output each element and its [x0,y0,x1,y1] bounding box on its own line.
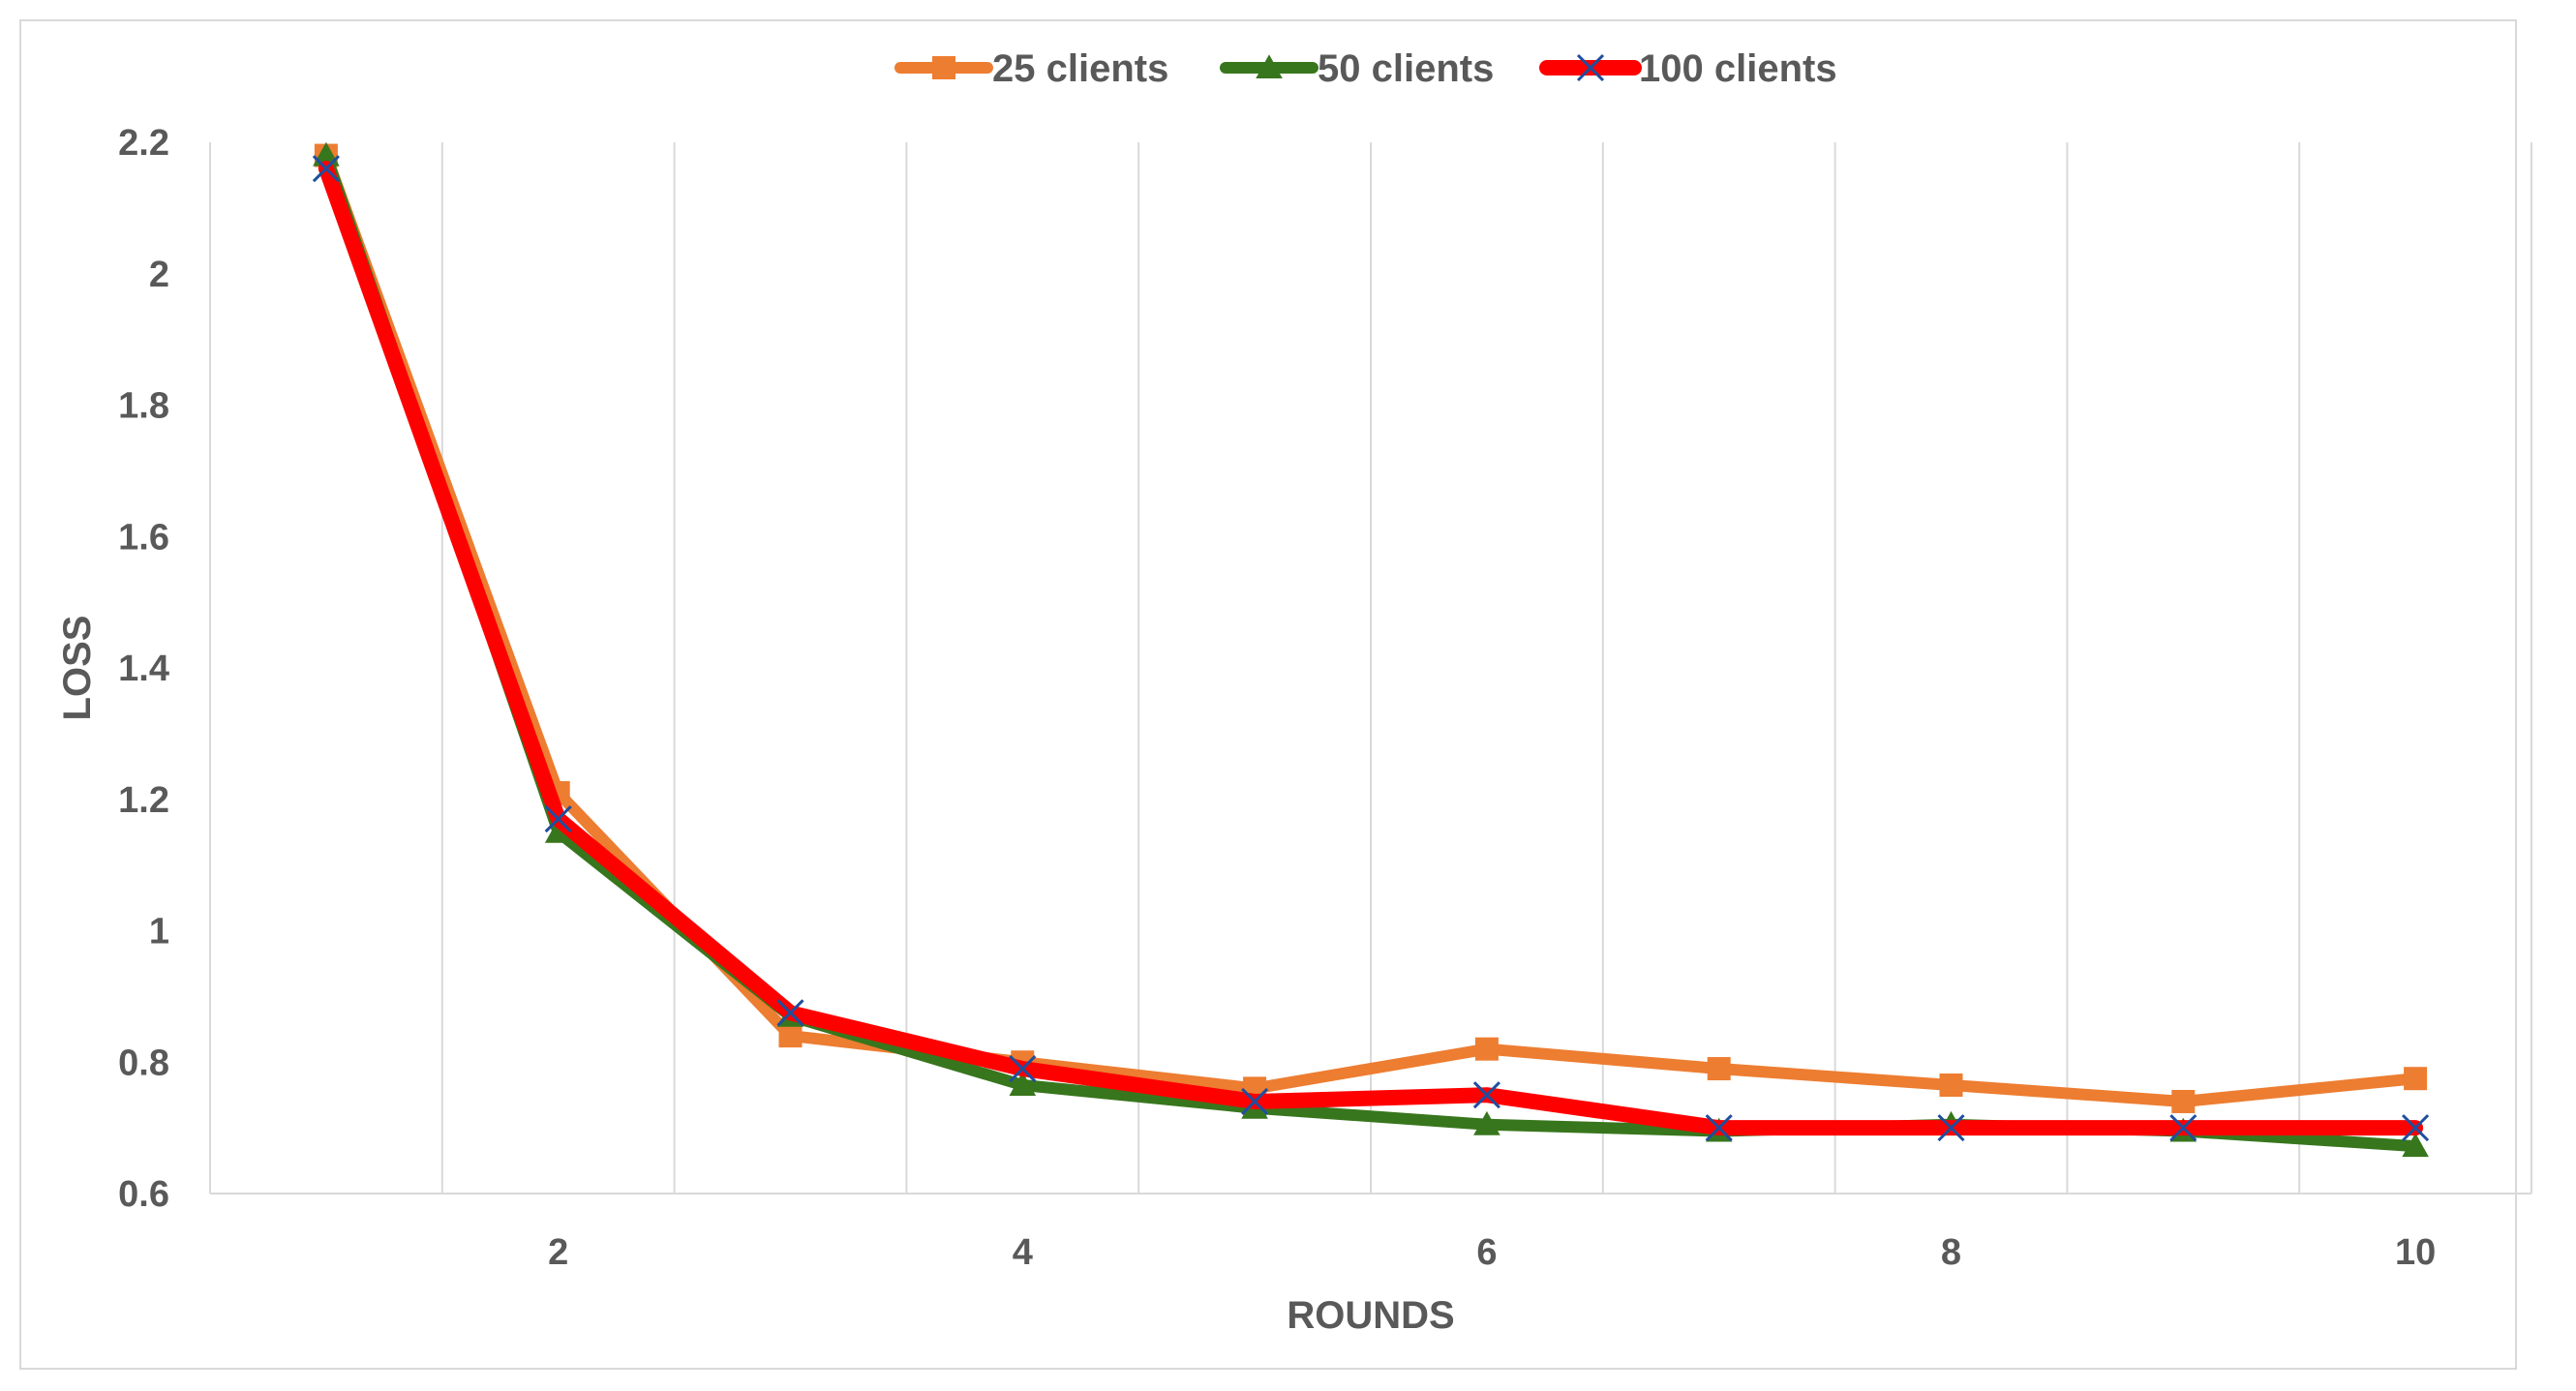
y-tick-label: 1 [149,912,169,953]
data-point [778,1024,803,1048]
y-tick-label: 0.6 [118,1174,169,1215]
data-point [1705,1114,1733,1142]
legend: 25 clients 50 clients 100 clients [894,47,1837,90]
x-tick-label: 6 [1476,1232,1497,1273]
data-point [1009,1072,1037,1097]
data-point [2402,1114,2430,1142]
gridlines [209,142,2532,1194]
legend-marker [1256,54,1283,79]
y-tick-label: 1.6 [118,517,169,558]
y-tick-label: 1.4 [118,649,169,689]
axes: 0.6 0.8 1 1.2 1.4 1.6 1.8 2 2.2 2 4 6 8 10 [118,123,2531,1273]
data-point [2169,1114,2197,1142]
y-tick-label: 2.2 [118,123,169,164]
legend-label: 100 clients [1639,47,1837,90]
legend-item: 100 clients [1539,47,1837,90]
data-point [544,818,572,843]
data-point [544,805,572,833]
y-tick-label: 1.2 [118,780,169,821]
data-point [1939,1073,1963,1098]
data-point [1009,1054,1037,1083]
series [312,141,2430,1158]
data-point [1707,1057,1731,1081]
x-tick-label: 10 [2395,1232,2436,1273]
data-point [776,999,804,1027]
x-axis-title: ROUNDS [1287,1294,1454,1337]
data-point [2171,1089,2196,1113]
y-tick-label: 1.8 [118,386,169,427]
x-tick-label: 4 [1013,1232,1033,1273]
data-point [1472,1081,1500,1109]
legend-label: 25 clients [992,47,1168,90]
data-point [1474,1037,1499,1061]
legend-item: 50 clients [1220,47,1494,90]
data-point [1241,1087,1269,1116]
x-tick-label: 2 [548,1232,568,1273]
legend-marker [1576,53,1605,82]
legend-label: 50 clients [1318,47,1494,90]
y-tick-label: 2 [149,255,169,295]
chart-frame [19,19,2517,1370]
data-point [2404,1067,2428,1091]
data-point [312,155,340,183]
data-point [1937,1114,1965,1142]
y-tick-label: 0.8 [118,1043,169,1083]
series-line [318,161,2424,1136]
series-100-clients [312,155,2430,1142]
legend-marker [932,56,955,79]
y-axis-title: LOSS [56,616,99,721]
x-tick-label: 8 [1941,1232,1961,1273]
data-point [1473,1110,1500,1135]
data-point [2402,1133,2429,1158]
legend-item: 25 clients [894,47,1168,90]
